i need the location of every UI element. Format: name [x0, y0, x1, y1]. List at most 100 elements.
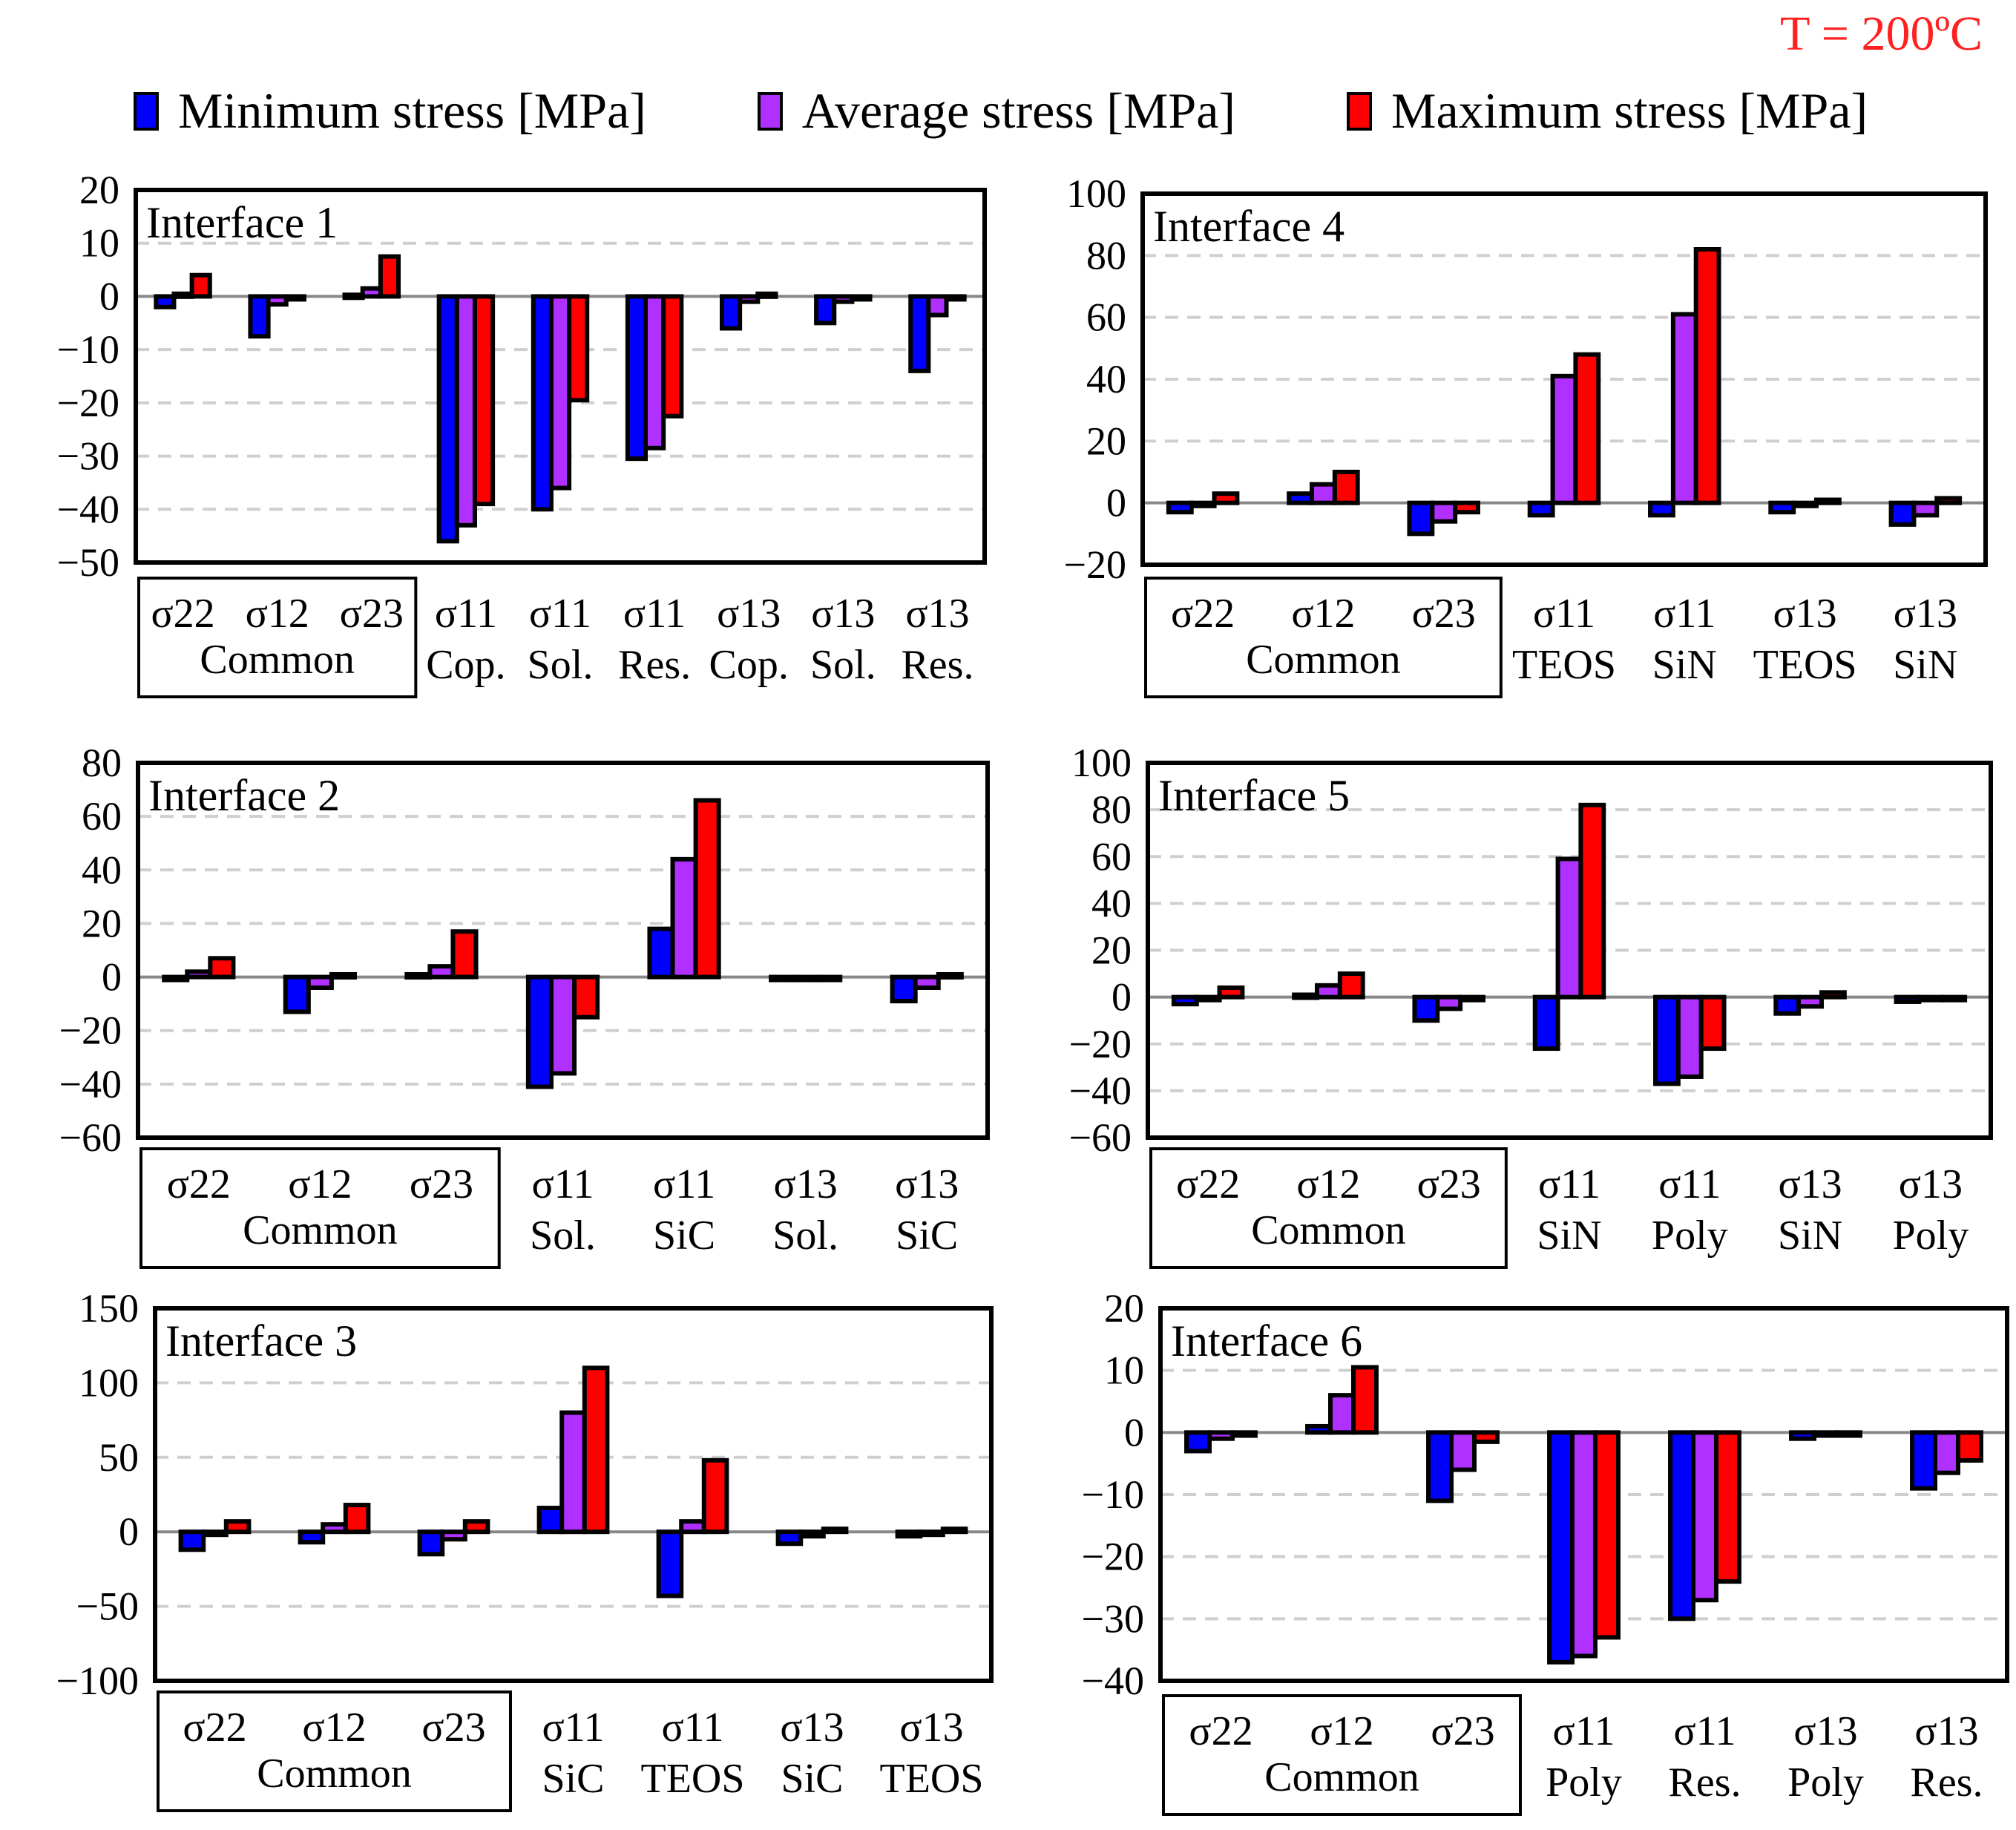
y-tick-label: 20 — [1091, 928, 1132, 973]
x-sublabel: SiN — [1893, 642, 1957, 688]
y-tick-label: −10 — [1082, 1472, 1144, 1517]
x-sublabel: Sol. — [772, 1213, 838, 1259]
bar-avg — [679, 1519, 706, 1535]
legend-item-min: Minimum stress [MPa] — [134, 82, 646, 140]
y-tick-label: 20 — [79, 168, 119, 212]
y-tick-label: −40 — [59, 1062, 122, 1106]
bar-min — [1407, 500, 1435, 537]
chart-title: Interface 2 — [148, 771, 340, 820]
y-tick-label: −60 — [1069, 1115, 1132, 1160]
x-tick-label: σ11 — [661, 1705, 723, 1751]
bar-avg — [266, 294, 289, 307]
x-sublabel: Res. — [1911, 1760, 1983, 1806]
bar-min — [814, 294, 837, 326]
bar-min — [1888, 500, 1917, 527]
legend-swatch-max — [1347, 91, 1373, 131]
bar-avg — [1189, 500, 1217, 508]
bar-avg — [201, 1529, 229, 1538]
y-tick-label: 50 — [99, 1435, 139, 1480]
y-tick-label: −40 — [1069, 1069, 1132, 1113]
bar-avg — [1675, 994, 1704, 1079]
x-tick-label: σ12 — [246, 591, 309, 637]
bar-avg — [1430, 500, 1458, 524]
x-sublabel: Poly — [1787, 1760, 1864, 1806]
x-sublabel: SiN — [1652, 642, 1717, 688]
x-sublabel: TEOS — [880, 1756, 984, 1802]
bar-min — [1287, 491, 1315, 505]
bar-avg — [185, 969, 213, 980]
bar-max — [450, 929, 479, 980]
temperature-label: T = 200ºC — [1780, 7, 1983, 61]
bar-min — [1305, 1423, 1333, 1435]
x-tick-label: σ11 — [1653, 591, 1715, 637]
bar-max — [329, 971, 357, 980]
x-tick-label: σ22 — [151, 591, 214, 637]
bar-min — [1894, 994, 1922, 1004]
x-tick-label: σ11 — [1538, 1161, 1600, 1207]
bar-min — [769, 974, 797, 983]
common-group-box — [1149, 1147, 1508, 1269]
bar-min — [1547, 1430, 1575, 1665]
x-sublabel: Sol. — [528, 642, 594, 688]
bar-avg — [1328, 1393, 1356, 1435]
bar-max — [1212, 491, 1240, 505]
bar-avg — [427, 964, 456, 980]
bar-max — [343, 1503, 371, 1535]
bar-avg — [918, 1529, 945, 1538]
x-sublabel: SiN — [1778, 1213, 1842, 1259]
bar-min — [1768, 500, 1796, 515]
y-tick-label: 0 — [99, 274, 119, 318]
x-tick-label: σ11 — [653, 1161, 715, 1207]
bar-min — [1412, 994, 1440, 1023]
x-sublabel: Res. — [1669, 1760, 1741, 1806]
chart-panel-3: −60 −40 −20 0 20 40 60 80 Interface 2 σ22 σ12 σ23 σ1… — [59, 741, 990, 1269]
chart-panel-5: −100 −50 0 50 100 150 Interface 3 σ22 σ12 σ23 σ11 S… — [56, 1286, 994, 1812]
x-tick-label: σ22 — [167, 1161, 231, 1207]
y-tick-label: 60 — [82, 794, 122, 839]
y-tick-label: −50 — [76, 1584, 139, 1629]
y-tick-label: 0 — [1124, 1410, 1144, 1455]
group-label: Common — [243, 1207, 397, 1253]
bar-max — [567, 294, 590, 403]
bar-min — [1166, 500, 1194, 515]
x-tick-label: σ22 — [183, 1705, 246, 1751]
common-group-box — [1144, 577, 1503, 698]
x-tick-label: σ11 — [435, 591, 497, 637]
bar-max — [208, 956, 236, 980]
x-tick-label: σ13 — [1914, 1708, 1978, 1754]
x-tick-label: σ23 — [421, 1705, 485, 1751]
bar-max — [1955, 1430, 1983, 1463]
bar-avg — [926, 294, 949, 318]
bar-avg — [1449, 1430, 1477, 1472]
bar-max — [755, 291, 778, 299]
bar-min — [775, 1529, 804, 1547]
bar-min — [436, 294, 459, 544]
bar-min — [536, 1506, 565, 1535]
bar-min — [625, 294, 649, 462]
bar-max — [944, 294, 967, 302]
y-tick-label: 10 — [1104, 1348, 1144, 1393]
bar-max — [472, 294, 496, 507]
y-tick-label: 10 — [79, 221, 119, 266]
bar-max — [582, 1365, 610, 1535]
bar-avg — [171, 291, 194, 299]
bar-avg — [1315, 983, 1342, 1000]
bar-min — [1653, 994, 1681, 1086]
chart-panel-2: −20 0 20 40 60 80 100 Interface 4 σ22 σ12 σ23 σ11 TE… — [1064, 171, 1988, 698]
bar-avg — [1796, 994, 1824, 1009]
bar-max — [1229, 1430, 1258, 1438]
bar-avg — [798, 1529, 826, 1539]
bar-avg — [1550, 373, 1578, 505]
bar-avg — [670, 856, 698, 980]
x-tick-label: σ12 — [302, 1705, 366, 1751]
x-sublabel: Res. — [901, 642, 973, 688]
bar-avg — [1435, 994, 1463, 1011]
bar-min — [283, 974, 311, 1014]
bar-avg — [1791, 500, 1819, 508]
x-tick-label: σ23 — [410, 1161, 473, 1207]
bar-max — [850, 294, 873, 302]
bar-max — [821, 1526, 849, 1535]
x-sublabel: TEOS — [641, 1756, 745, 1802]
bar-max — [283, 294, 306, 302]
x-tick-label: σ11 — [529, 591, 591, 637]
